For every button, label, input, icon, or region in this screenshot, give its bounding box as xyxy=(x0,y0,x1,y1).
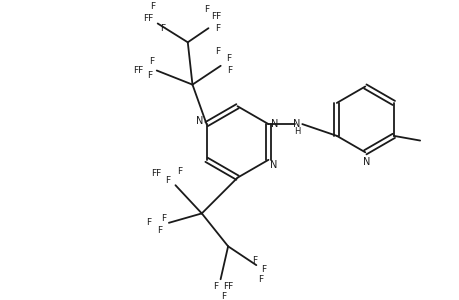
Text: F: F xyxy=(159,24,165,33)
Text: F: F xyxy=(213,282,218,291)
Text: F: F xyxy=(220,292,225,300)
Text: F: F xyxy=(146,218,151,227)
Text: N: N xyxy=(292,119,300,129)
Text: F: F xyxy=(165,176,170,185)
Text: N: N xyxy=(271,119,278,129)
Text: F: F xyxy=(161,214,166,223)
Text: FF: FF xyxy=(133,66,143,75)
Text: F: F xyxy=(177,167,182,176)
Text: H: H xyxy=(294,127,300,136)
Text: FF: FF xyxy=(223,282,233,291)
Text: F: F xyxy=(258,275,263,284)
Text: FF: FF xyxy=(151,169,162,178)
Text: FF: FF xyxy=(143,14,153,23)
Text: F: F xyxy=(204,5,209,14)
Text: N: N xyxy=(196,116,203,126)
Text: F: F xyxy=(215,47,220,56)
Text: F: F xyxy=(225,54,230,63)
Text: F: F xyxy=(252,256,257,265)
Text: F: F xyxy=(157,226,162,235)
Text: N: N xyxy=(363,157,370,167)
Text: F: F xyxy=(261,265,266,274)
Text: N: N xyxy=(270,160,277,170)
Text: F: F xyxy=(150,2,155,11)
Text: FF: FF xyxy=(210,12,221,21)
Text: F: F xyxy=(227,66,232,75)
Text: F: F xyxy=(215,24,220,33)
Text: F: F xyxy=(149,57,154,66)
Text: F: F xyxy=(146,71,151,80)
